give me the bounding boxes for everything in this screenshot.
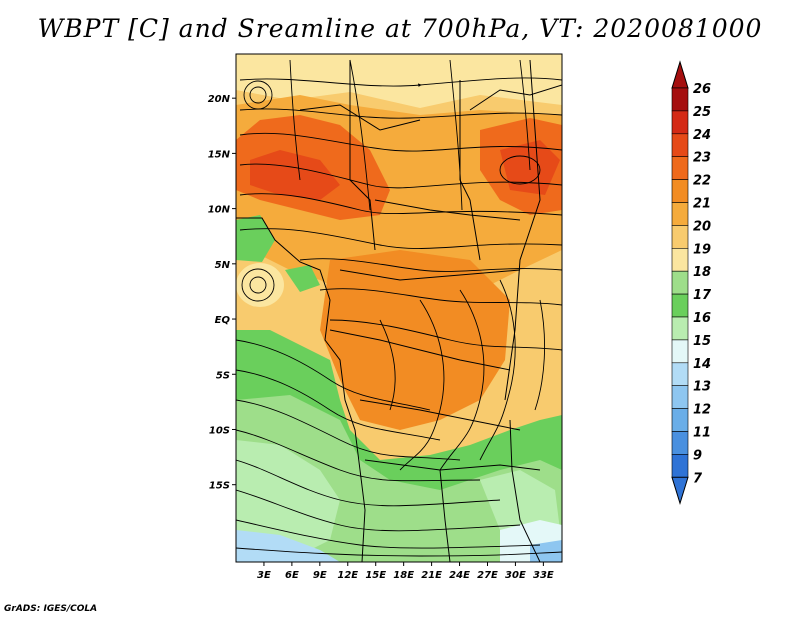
colorbar-swatch <box>671 316 689 341</box>
colorbar-label: 21 <box>693 197 711 212</box>
latitude-axis: 20N 15N 10N 5N EQ 5S 10S 15S <box>208 94 236 492</box>
map-frame <box>235 53 563 563</box>
lat-tick-label: 15S <box>209 481 230 492</box>
colorbar-label: 25 <box>693 105 711 120</box>
lat-tick-label: 15N <box>208 149 231 160</box>
lon-tick-label: 24E <box>449 570 470 581</box>
colorbar-swatch <box>671 225 689 249</box>
streamlines <box>236 59 562 557</box>
colorbar-swatch <box>671 156 689 180</box>
country-borders <box>236 59 562 562</box>
colorbar-label: 13 <box>693 380 711 395</box>
colorbar-swatch <box>671 362 689 386</box>
colorbar-swatch <box>671 110 689 135</box>
colorbar-swatch <box>671 385 689 409</box>
lat-tick-label: 10S <box>209 425 230 436</box>
colorbar-label: 16 <box>693 311 711 326</box>
colorbar-label: 19 <box>693 242 711 257</box>
colorbar-swatch <box>671 431 689 455</box>
colorbar-top-arrow <box>671 60 689 89</box>
colorbar-label: 7 <box>693 471 703 486</box>
colorbar-swatch <box>671 248 689 272</box>
lat-tick-label: 5S <box>216 370 230 381</box>
colorbar-label: 9 <box>693 448 702 463</box>
longitude-axis: 3E 6E 9E 12E 15E 18E 21E 24E 27E 30E 33E <box>257 562 554 581</box>
lon-tick-label: 3E <box>257 570 271 581</box>
lat-tick-label: 20N <box>208 94 231 105</box>
lon-tick-label: 12E <box>337 570 358 581</box>
colorbar-swatch <box>671 408 689 432</box>
colorbar-bottom-arrow <box>671 476 689 506</box>
colorbar-label: 18 <box>693 265 711 280</box>
colorbar-label: 23 <box>693 151 711 166</box>
colorbar-label: 17 <box>693 288 712 303</box>
lon-tick-label: 6E <box>285 570 299 581</box>
colorbar-swatch <box>671 293 689 318</box>
lat-tick-label: EQ <box>215 315 231 326</box>
colorbar-label: 24 <box>693 128 711 143</box>
lon-tick-label: 15E <box>365 570 386 581</box>
wbpt-field <box>236 54 562 562</box>
colorbar-label: 26 <box>693 82 711 97</box>
lon-tick-label: 27E <box>477 570 498 581</box>
lat-tick-label: 5N <box>215 260 231 271</box>
lon-tick-label: 21E <box>421 570 442 581</box>
lon-tick-label: 9E <box>313 570 327 581</box>
colorbar: 26 25 24 23 22 21 20 19 18 17 16 15 14 13 12 11 9 7 <box>671 60 712 506</box>
colorbar-label: 22 <box>693 174 711 189</box>
lon-tick-label: 30E <box>505 570 526 581</box>
colorbar-swatch <box>671 202 689 226</box>
colorbar-label: 20 <box>693 219 711 234</box>
colorbar-swatch <box>671 87 689 112</box>
colorbar-swatch <box>671 179 689 203</box>
colorbar-swatch <box>671 339 689 364</box>
grads-credit: GrADS: IGES/COLA <box>4 604 98 614</box>
colorbar-label: 15 <box>693 334 711 349</box>
map-title: WBPT [C] and Sreamline at 700hPa, VT: 20… <box>37 14 763 43</box>
lat-tick-label: 10N <box>208 205 231 216</box>
colorbar-label: 12 <box>693 403 711 418</box>
colorbar-swatch <box>671 270 689 295</box>
colorbar-label: 14 <box>693 357 711 372</box>
lon-tick-label: 33E <box>533 570 554 581</box>
lon-tick-label: 18E <box>393 570 414 581</box>
colorbar-label: 11 <box>693 426 711 441</box>
colorbar-swatch <box>671 454 689 478</box>
colorbar-swatch <box>671 133 689 158</box>
